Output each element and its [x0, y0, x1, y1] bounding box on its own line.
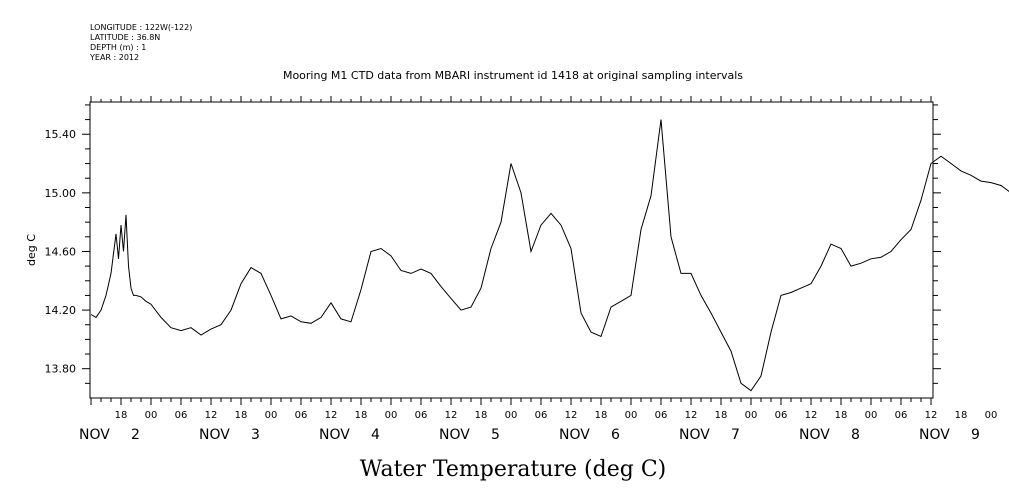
x-hour-label: 00	[385, 410, 398, 421]
x-day-number-label: 9	[971, 427, 980, 443]
x-hour-label: 12	[805, 410, 818, 421]
x-hour-label: 06	[175, 410, 188, 421]
x-day-month-label: NOV	[679, 427, 710, 443]
x-day-number-label: 7	[731, 427, 740, 443]
x-hour-label: 12	[685, 410, 698, 421]
x-hour-label: 18	[595, 410, 608, 421]
x-hour-label: 06	[895, 410, 908, 421]
x-day-month-label: NOV	[439, 427, 470, 443]
y-tick-label: 15.00	[45, 187, 77, 200]
x-day-number-label: 2	[131, 427, 140, 443]
x-hour-label: 06	[295, 410, 308, 421]
x-hour-label: 12	[565, 410, 578, 421]
y-tick-label: 13.80	[45, 363, 77, 376]
x-day-number-label: 4	[371, 427, 380, 443]
x-hour-label: 06	[655, 410, 668, 421]
chart-title: Mooring M1 CTD data from MBARI instrumen…	[283, 69, 743, 82]
x-hour-label: 18	[835, 410, 848, 421]
x-day-month-label: NOV	[559, 427, 590, 443]
y-tick-labels: 13.80 14.20 14.60 15.00 15.40	[45, 128, 77, 375]
x-day-month-label: NOV	[319, 427, 350, 443]
meta-depth: DEPTH (m) : 1	[90, 43, 146, 52]
plot-frame	[89, 101, 934, 399]
x-hour-label: 00	[865, 410, 878, 421]
x-day-labels: NOV 2 NOV 3 NOV 4 NOV 5 NOV 6 NOV 7 NOV 8 NOV 9	[79, 427, 980, 443]
x-hour-label: 00	[745, 410, 758, 421]
y-tick-label: 14.20	[45, 304, 77, 317]
y-tick-label: 15.40	[45, 128, 77, 141]
x-hour-label: 18	[475, 410, 488, 421]
x-hour-label: 18	[955, 410, 968, 421]
x-hour-label: 12	[325, 410, 338, 421]
series-line-water-temperature	[90, 119, 1009, 392]
metadata-block: LONGITUDE : 122W(-122) LATITUDE : 36.8N …	[89, 23, 192, 62]
x-hour-label: 00	[625, 410, 638, 421]
x-hour-label: 12	[925, 410, 938, 421]
x-hour-label: 06	[415, 410, 428, 421]
x-hour-label: 12	[205, 410, 218, 421]
x-day-number-label: 3	[251, 427, 260, 443]
meta-longitude: LONGITUDE : 122W(-122)	[90, 23, 192, 32]
x-day-month-label: NOV	[919, 427, 950, 443]
tick-marks	[82, 96, 941, 405]
x-day-number-label: 5	[491, 427, 500, 443]
x-hour-label: 06	[535, 410, 548, 421]
x-hour-label: 00	[145, 410, 158, 421]
meta-year: YEAR : 2012	[89, 53, 139, 62]
y-tick-label: 14.60	[45, 245, 77, 258]
x-hour-label: 12	[445, 410, 458, 421]
meta-latitude: LATITUDE : 36.8N	[90, 33, 160, 42]
x-hour-label: 00	[505, 410, 518, 421]
x-day-month-label: NOV	[79, 427, 110, 443]
x-hour-label: 00	[985, 410, 998, 421]
x-hour-label: 18	[115, 410, 128, 421]
y-axis-label: deg C	[25, 234, 38, 266]
x-day-number-label: 6	[611, 427, 620, 443]
x-hour-label: 00	[265, 410, 278, 421]
x-day-month-label: NOV	[199, 427, 230, 443]
x-day-month-label: NOV	[799, 427, 830, 443]
x-hour-label: 06	[775, 410, 788, 421]
x-hour-label: 18	[355, 410, 368, 421]
x-hour-label: 18	[715, 410, 728, 421]
x-hour-label: 18	[235, 410, 248, 421]
x-day-number-label: 8	[851, 427, 860, 443]
x-axis-label: Water Temperature (deg C)	[360, 457, 667, 482]
x-hour-labels: 18 00 06 12 18 00 06 12 18 00 06 12 18 00 06 12 18 00 06 12…	[115, 410, 998, 421]
